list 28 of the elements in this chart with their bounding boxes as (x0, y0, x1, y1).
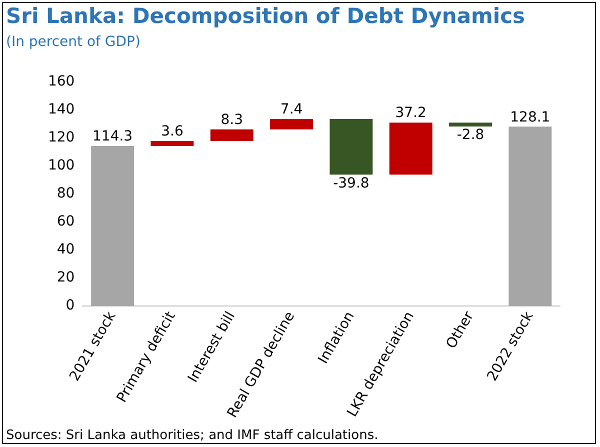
y-tick-label: 120 (48, 130, 75, 146)
chart-subtitle: (In percent of GDP) (6, 34, 140, 50)
bar (508, 126, 552, 306)
data-label: -39.8 (333, 175, 370, 192)
source-note: Sources: Sri Lanka authorities; and IMF staff calculations. (6, 428, 378, 443)
data-label: 7.4 (280, 102, 303, 118)
data-label: 37.2 (395, 105, 426, 122)
data-label: -2.8 (456, 127, 484, 144)
y-tick-label: 100 (48, 158, 75, 174)
y-tick-label: 160 (48, 74, 75, 90)
data-label: 8.3 (220, 112, 244, 128)
bar (91, 146, 134, 306)
y-tick-label: 0 (66, 298, 75, 314)
bar (150, 140, 194, 146)
data-label: 128.1 (510, 109, 550, 126)
y-tick-label: 20 (56, 270, 75, 286)
data-label: 3.6 (161, 124, 184, 140)
bar (270, 118, 314, 130)
chart-title: Sri Lanka: Decomposition of Debt Dynamics (6, 4, 526, 28)
y-tick-label: 80 (56, 186, 75, 202)
y-tick-label: 60 (56, 214, 75, 230)
y-tick-label: 40 (56, 242, 75, 258)
bar (210, 129, 254, 141)
data-label: 114.3 (92, 128, 133, 145)
bar (449, 122, 492, 127)
bar (330, 118, 373, 175)
y-tick-label: 140 (48, 102, 75, 118)
bar (389, 122, 432, 175)
